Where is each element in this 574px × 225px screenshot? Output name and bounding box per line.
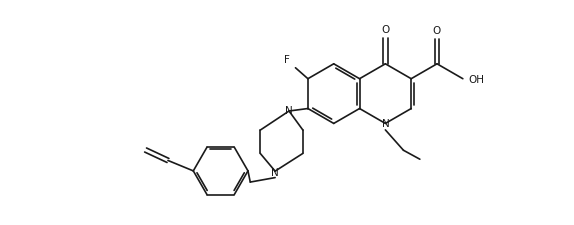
Text: F: F: [284, 55, 290, 65]
Text: O: O: [432, 26, 441, 36]
Text: N: N: [382, 119, 390, 129]
Text: N: N: [285, 106, 292, 115]
Text: O: O: [382, 25, 390, 35]
Text: OH: OH: [468, 74, 484, 84]
Text: N: N: [271, 167, 278, 177]
